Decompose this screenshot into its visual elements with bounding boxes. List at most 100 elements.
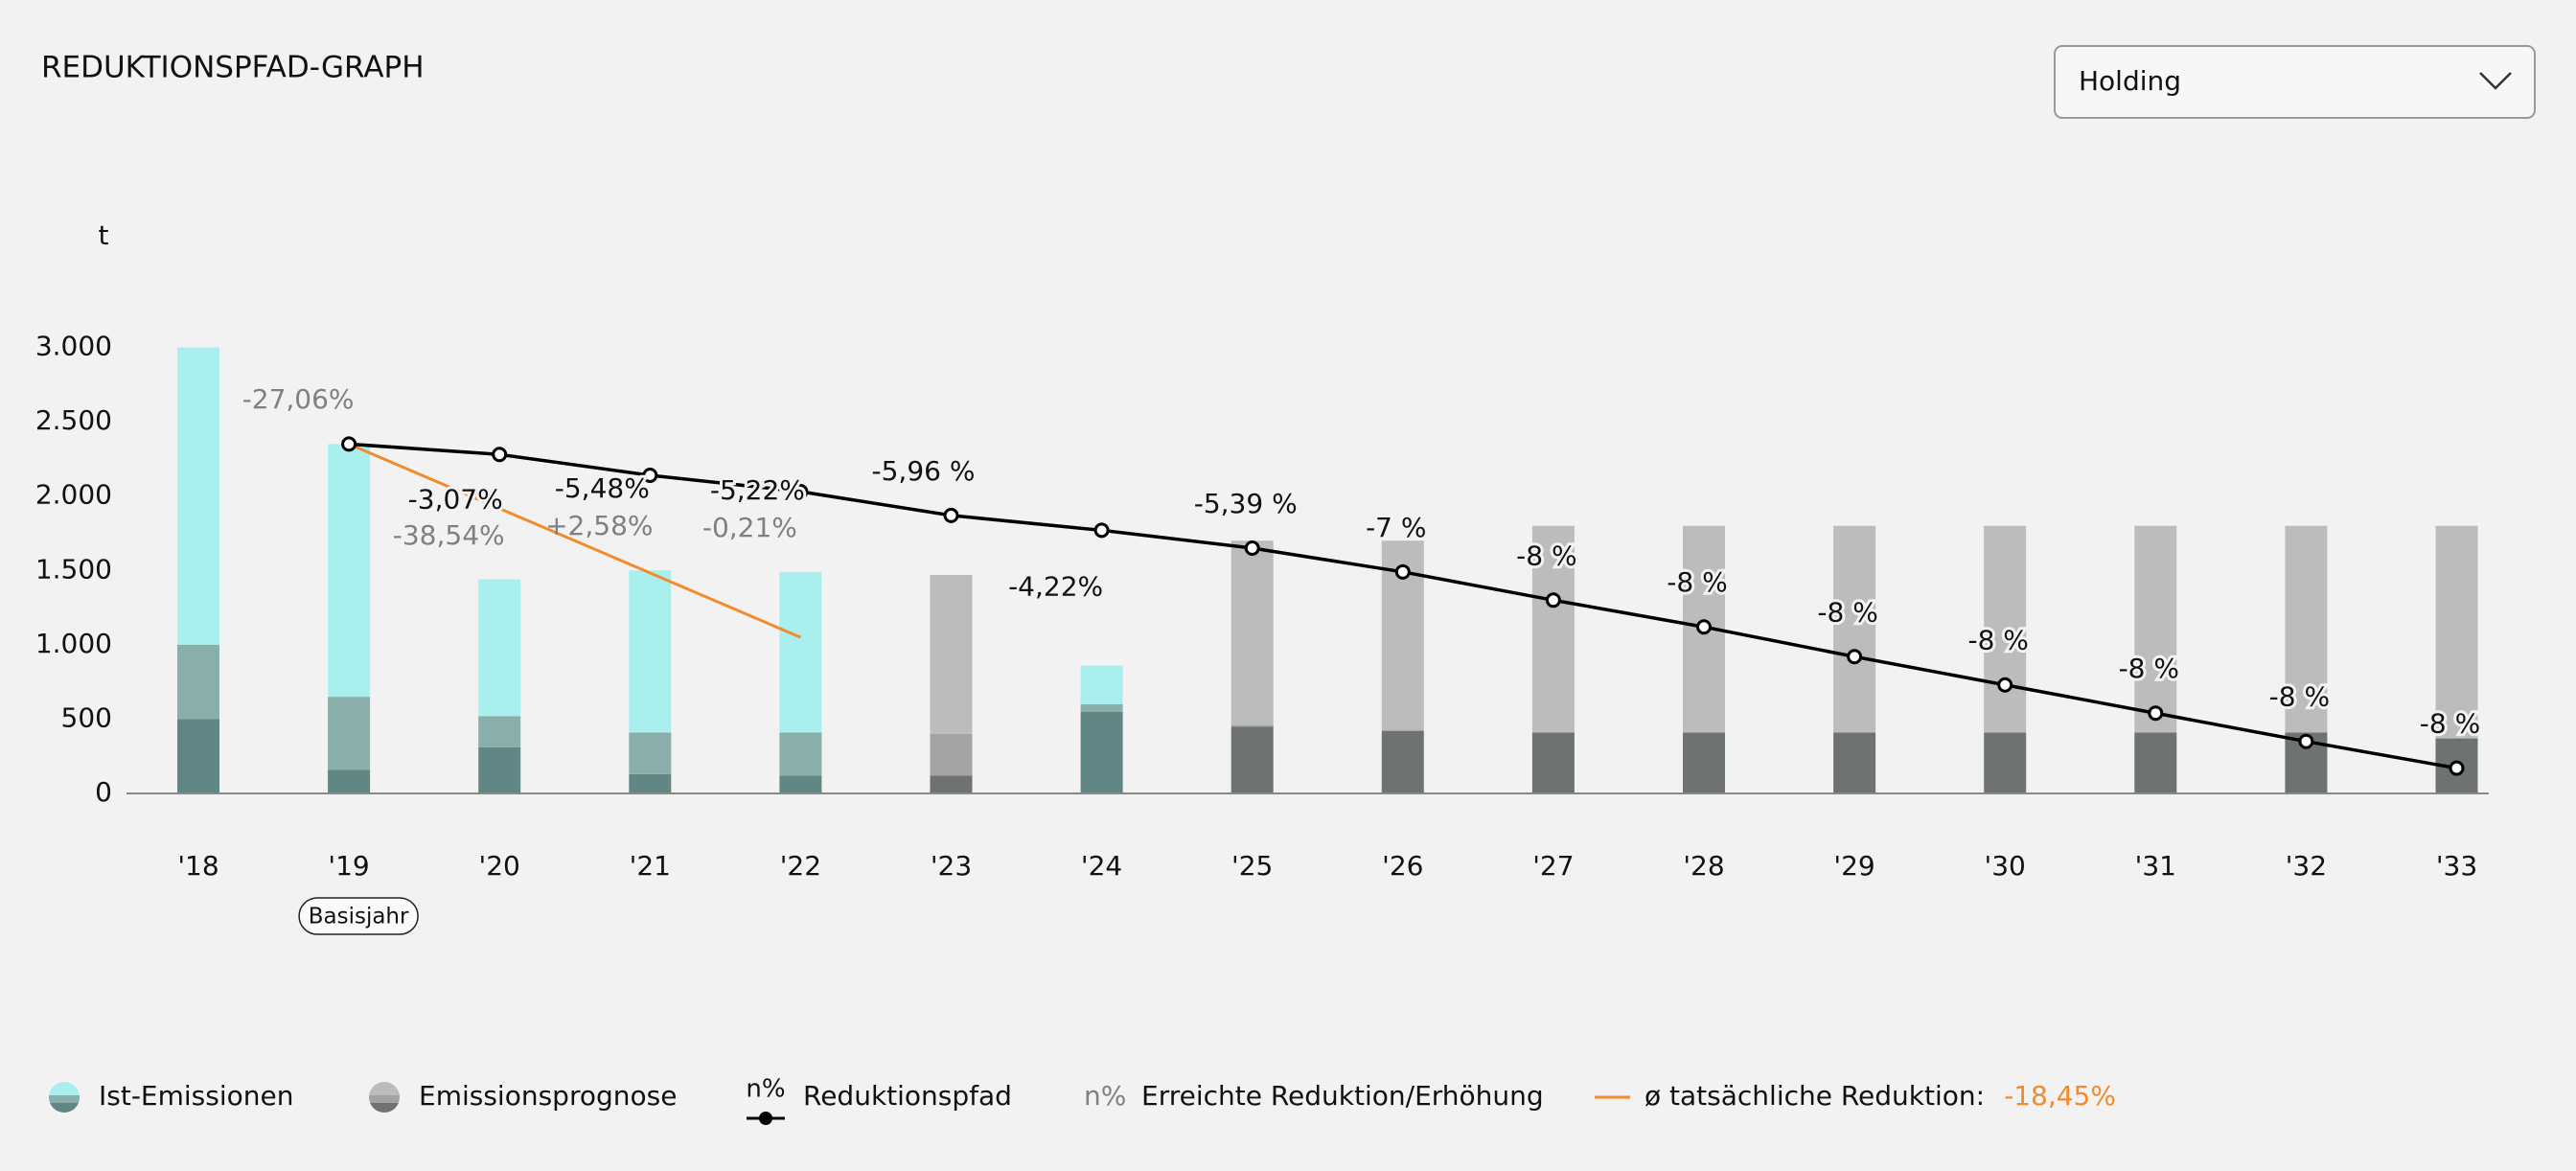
x-tick-label: '20 [479,850,520,882]
path-label: -8 % [2119,653,2179,684]
y-axis-label: t [99,219,109,251]
legend-marker-label: n% [1084,1080,1126,1112]
x-tick-label: '18 [177,850,218,882]
dropdown-chevron[interactable] [2479,72,2512,90]
legend-label: Emissionsprognose [419,1080,677,1112]
x-tick-label: '24 [1081,850,1122,882]
bar-segment [1230,540,1274,725]
x-tick-label: '30 [1985,850,2026,882]
bar-segment [930,733,973,776]
reduction-path-point [943,507,959,523]
legend-swatch-bottom [369,1103,400,1113]
bar-segment [1531,525,1575,733]
path-label: -7 % [1366,512,1426,543]
x-tick-label: '19 [328,850,369,882]
x-tick-label: '32 [2286,850,2327,882]
x-tick-label: '33 [2436,850,2477,882]
x-tick-label: '31 [2135,850,2176,882]
x-tick-label: '29 [1833,850,1874,882]
bar-segment [478,716,521,747]
bar-segment [1984,732,2027,793]
achieved-label: +2,58% [545,510,653,541]
path-label: -5,96 % [872,455,976,487]
legend-marker-dot [759,1112,772,1125]
bar-segment [177,644,219,720]
reduction-path-point [1997,677,2013,693]
chart-title: REDUKTIONSPFAD-GRAPH [41,51,425,85]
y-tick-label: 2.000 [35,479,112,511]
bar-segment [779,775,822,793]
bar-segment [478,579,521,717]
bar-segment [629,570,672,733]
reduction-path-point [642,467,658,483]
bar-segment [2285,525,2328,733]
path-label: -8 % [1967,625,2028,656]
bar-segment [2134,525,2177,733]
legend-label: Erreichte Reduktion/Erhöhung [1141,1080,1544,1112]
bar-segment [1230,726,1274,793]
y-tick-label: 500 [61,701,112,733]
y-tick-label: 1.000 [35,628,112,659]
reduction-path-point [1545,592,1561,608]
reduction-path-point [1847,649,1863,665]
bar-segment [779,732,822,776]
reduction-path-point [341,436,357,452]
base-year-pill [298,897,419,935]
legend-average-value: -18,45% [2004,1080,2116,1112]
reduction-path-point [2298,733,2314,749]
bar-segment [629,773,672,793]
bar-segment [1833,732,1876,793]
achieved-label: -0,21% [702,512,797,543]
legend-marker-label: n% [746,1075,785,1104]
bar-segment [930,775,973,793]
bar-segment [1833,525,1876,733]
legend-label: ø tatsächliche Reduktion: [1644,1080,1985,1112]
y-tick-label: 0 [95,776,112,808]
bar-segment [1531,732,1575,793]
reduction-path-point [492,447,508,463]
x-tick-label: '27 [1532,850,1574,882]
y-tick-label: 1.500 [35,553,112,585]
bar-segment [1683,732,1725,793]
dropdown-box[interactable] [2054,45,2536,119]
bar-segment [328,697,371,770]
reduction-path-point [1244,540,1260,556]
reduction-path-point [1093,522,1110,539]
x-tick-label: '21 [630,850,671,882]
bar-segment [1984,525,2027,733]
bar-segment [1381,730,1424,793]
average-line [348,443,801,639]
bar-segment [1080,703,1123,712]
bar-segment [629,732,672,774]
legend-label: Ist-Emissionen [99,1080,293,1112]
bar-segment [328,769,371,793]
legend-swatch-bottom [49,1103,80,1113]
legend-swatch [49,1082,80,1113]
bar-segment [177,719,219,793]
path-label: -4,22% [1008,570,1103,602]
base-year-label: Basisjahr [309,905,409,930]
dropdown[interactable]: Holding [2054,45,2536,119]
legend-label: Reduktionspfad [803,1080,1012,1112]
bar-segment [1381,729,1424,731]
achieved-label: -38,54% [393,519,505,551]
x-tick-label: '28 [1683,850,1724,882]
path-label: -5,39 % [1194,488,1298,519]
reduction-path-point [1394,563,1411,580]
legend-swatch-top [369,1082,400,1095]
path-label: -8 % [2420,708,2480,740]
reduction-path-point [793,484,809,500]
legend-swatch-mid [369,1095,400,1103]
reduction-path-point [1696,619,1712,635]
path-label: -8 % [1817,596,1877,628]
dropdown-value[interactable]: Holding [2079,65,2181,97]
bar-segment [2134,732,2177,793]
legend-swatch-top [49,1082,80,1095]
path-label: -3,07% [408,483,503,515]
bar-segment [779,571,822,733]
x-tick-label: '26 [1382,850,1423,882]
bar-segment [478,746,521,793]
path-label: -8 % [1667,566,1727,598]
